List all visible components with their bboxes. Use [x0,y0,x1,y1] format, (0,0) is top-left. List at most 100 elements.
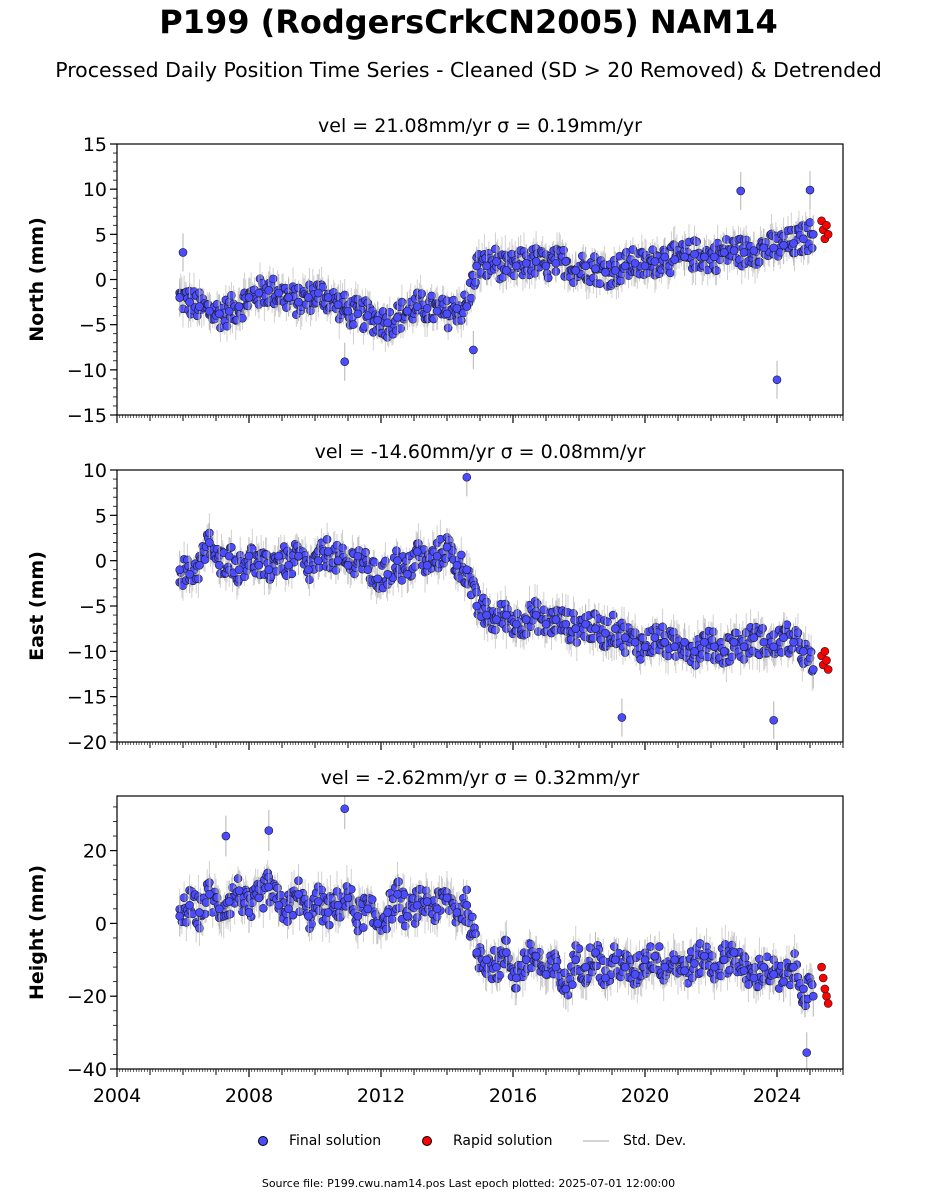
cloud-point [367,895,377,904]
final-point [412,547,422,556]
final-point [205,538,214,547]
x-tick-label: 2008 [225,1085,273,1107]
final-point [531,610,541,620]
y-tick-label: −40 [67,1059,107,1081]
final-point [660,252,670,262]
cloud-point [491,625,500,635]
final-point [739,248,749,257]
final-point [769,970,779,979]
rapid-marker-icon [422,1136,432,1146]
final-point [769,715,779,725]
final-point [175,911,184,921]
cloud-point [471,277,480,287]
final-point [591,264,600,273]
final-point [521,955,531,965]
final-point [264,826,274,835]
final-point [264,565,274,575]
panel-2: vel = -14.60mm/yr σ = 0.08mm/yr East (mm)… [26,441,844,754]
final-point [492,962,501,972]
rapid-point [822,656,831,665]
final-point [442,309,452,319]
cloud-point [491,244,500,254]
cloud-point [807,980,817,990]
final-point [521,258,531,268]
final-point [363,904,373,914]
final-point [373,919,383,928]
cloud-point [807,243,817,253]
final-point [640,642,650,652]
final-point [729,246,739,255]
x-tick-label: 2024 [753,1085,801,1107]
rapid-point [822,991,831,1001]
figure-title: P199 (RodgersCrkCN2005) NAM14 [159,3,778,41]
final-point [551,258,561,268]
final-point [541,970,551,979]
cloud-point [805,218,815,227]
final-point [403,911,412,921]
final-point [234,886,244,895]
final-point [749,246,759,255]
cloud-point [793,628,803,637]
final-point [680,637,689,647]
final-point [630,970,640,979]
cloud-point [603,617,612,627]
legend-final: Final solution [258,1133,381,1149]
final-point [802,1048,812,1057]
final-point [403,569,412,579]
y-tick-label: 0 [95,913,107,935]
final-point [215,309,224,319]
final-point [680,966,689,976]
y-tick-label: 10 [83,460,107,482]
cloud-point [295,907,304,917]
y-tick-label: 10 [83,179,107,201]
final-point [571,266,581,275]
final-point [274,900,284,910]
final-point [630,637,640,647]
rapid-point [822,221,831,230]
final-point [274,551,284,561]
final-point [690,647,699,656]
y-tick-label: −20 [67,732,107,754]
rapid-point [817,962,826,972]
final-point [581,619,590,629]
panel-3: vel = -2.62mm/yr σ = 0.32mm/yr Height (mm… [26,767,844,1107]
final-point [412,900,422,910]
final-point [353,309,363,319]
final-point [224,897,234,906]
final-point [700,951,709,961]
x-tick-label: 2012 [357,1085,405,1107]
final-point [462,302,472,311]
final-point [234,565,244,575]
x-tick-label: 2016 [489,1085,537,1107]
cloud-point [755,257,764,267]
final-point [492,257,501,266]
final-point [680,252,689,262]
final-point [333,900,343,910]
final-point [808,991,818,1001]
final-point [482,610,491,620]
final-point [610,955,620,965]
final-point [472,601,482,611]
cloud-point [258,903,268,913]
plot-area [175,796,833,1069]
final-point [799,647,808,656]
final-point [284,293,293,302]
final-point [224,306,234,316]
final-point [709,642,719,652]
final-point [561,257,571,266]
x-tick-label: 2020 [621,1085,669,1107]
final-point [511,619,521,629]
final-point [610,266,620,275]
cloud-point [691,660,700,670]
final-point [313,288,323,298]
final-point [403,306,412,316]
final-point [304,565,313,575]
cloud-point [382,924,391,934]
final-point [205,889,214,899]
final-point [650,951,660,961]
final-point [422,560,432,570]
final-point [591,624,600,633]
y-tick-label: 0 [95,270,107,292]
final-point [373,315,383,325]
